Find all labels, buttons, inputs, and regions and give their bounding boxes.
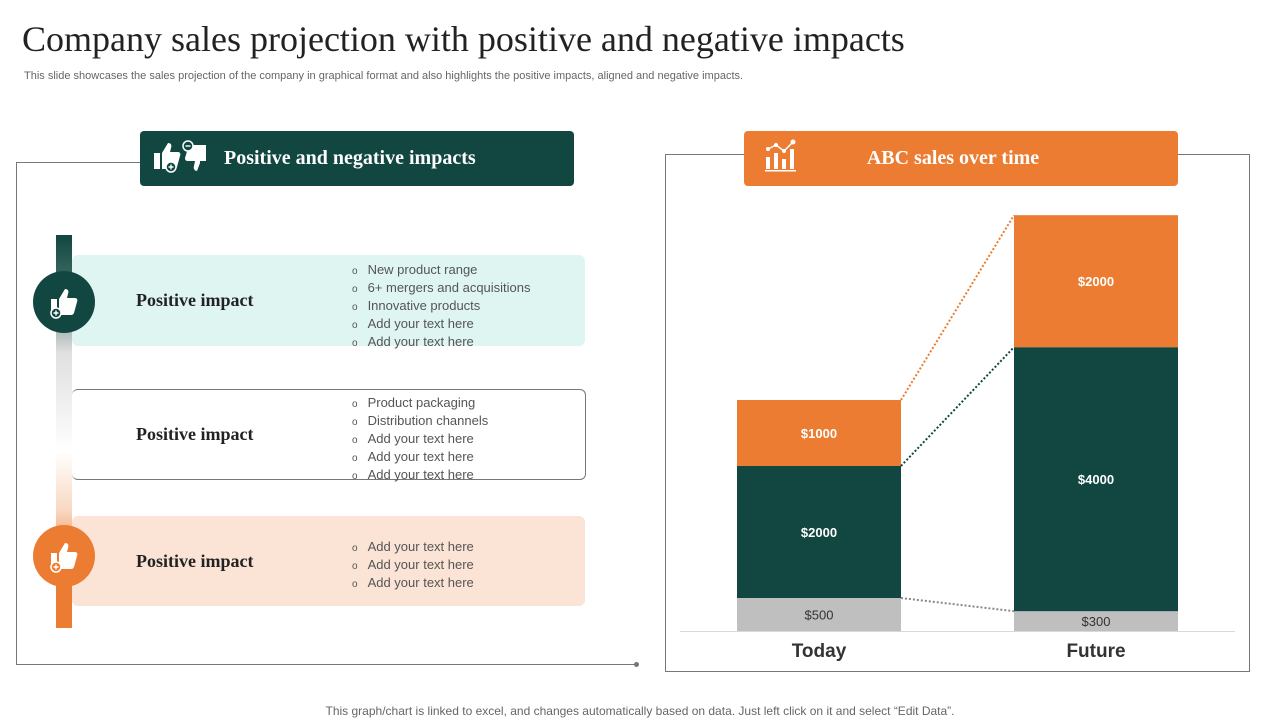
chart-header: ABC sales over time bbox=[744, 131, 1178, 186]
bar-segment bbox=[737, 598, 901, 631]
impacts-header: Positive and negative impacts bbox=[140, 131, 574, 186]
impact-item: Add your text here bbox=[352, 467, 488, 485]
data-label: $2000 bbox=[1078, 274, 1114, 289]
connector-line bbox=[900, 346, 1015, 467]
border-dot bbox=[634, 662, 639, 667]
footer-note: This graph/chart is linked to excel, and… bbox=[325, 704, 955, 718]
bar-segment bbox=[737, 466, 901, 598]
impact-row: Positive impact New product range 6+ mer… bbox=[72, 255, 585, 349]
impact-item: Add your text here bbox=[352, 431, 488, 449]
impact-item: New product range bbox=[352, 262, 531, 280]
bar-segment bbox=[1014, 347, 1178, 612]
thumbs-up-icon bbox=[33, 271, 95, 333]
impact-item: Add your text here bbox=[352, 449, 488, 467]
bar-segment bbox=[1014, 215, 1178, 348]
category-label: Future bbox=[1066, 641, 1126, 662]
impact-item: Add your text here bbox=[352, 575, 474, 593]
impact-item: Add your text here bbox=[352, 557, 474, 575]
page-subtitle: This slide showcases the sales projectio… bbox=[24, 70, 744, 82]
data-label: $2000 bbox=[801, 525, 837, 540]
bar-segment bbox=[737, 400, 901, 466]
impact-row: Positive impact Product packaging Distri… bbox=[72, 389, 586, 482]
impact-list: Product packaging Distribution channels … bbox=[352, 395, 489, 485]
impact-item: 6+ mergers and acquisitions bbox=[352, 280, 531, 298]
impact-list: Add your text here Add your text here Ad… bbox=[352, 539, 474, 593]
impact-row-label: Positive impact bbox=[136, 550, 254, 571]
impacts-header-title: Positive and negative impacts bbox=[224, 147, 476, 169]
bar-chart-icon bbox=[764, 139, 798, 179]
page-title: Company sales projection with positive a… bbox=[22, 19, 905, 59]
data-label: $4000 bbox=[1078, 472, 1114, 487]
impact-item: Add your text here bbox=[352, 316, 531, 334]
thumbs-up-down-icon bbox=[152, 139, 208, 179]
bar-segment bbox=[1014, 611, 1178, 631]
data-label: $300 bbox=[1082, 614, 1111, 629]
impact-item: Add your text here bbox=[352, 334, 531, 352]
connector-line bbox=[900, 597, 1015, 613]
impact-row-label: Positive impact bbox=[136, 424, 254, 444]
impacts-panel-border bbox=[16, 163, 637, 665]
impact-item: Innovative products bbox=[352, 298, 531, 316]
panel-border bbox=[16, 162, 140, 163]
connector-line bbox=[900, 214, 1015, 401]
data-label: $500 bbox=[805, 608, 834, 623]
impact-row: Positive impact Add your text here Add y… bbox=[72, 516, 585, 606]
data-label: $1000 bbox=[801, 426, 837, 441]
impact-row-label: Positive impact bbox=[136, 290, 254, 310]
impact-item: Product packaging bbox=[352, 395, 488, 413]
thumbs-up-icon bbox=[33, 525, 95, 587]
impact-item: Distribution channels bbox=[352, 413, 489, 431]
impact-item: Add your text here bbox=[352, 539, 474, 557]
chart-header-title: ABC sales over time bbox=[866, 147, 1040, 169]
category-label: Today bbox=[791, 641, 847, 662]
impact-list: New product range 6+ mergers and acquisi… bbox=[352, 262, 531, 352]
